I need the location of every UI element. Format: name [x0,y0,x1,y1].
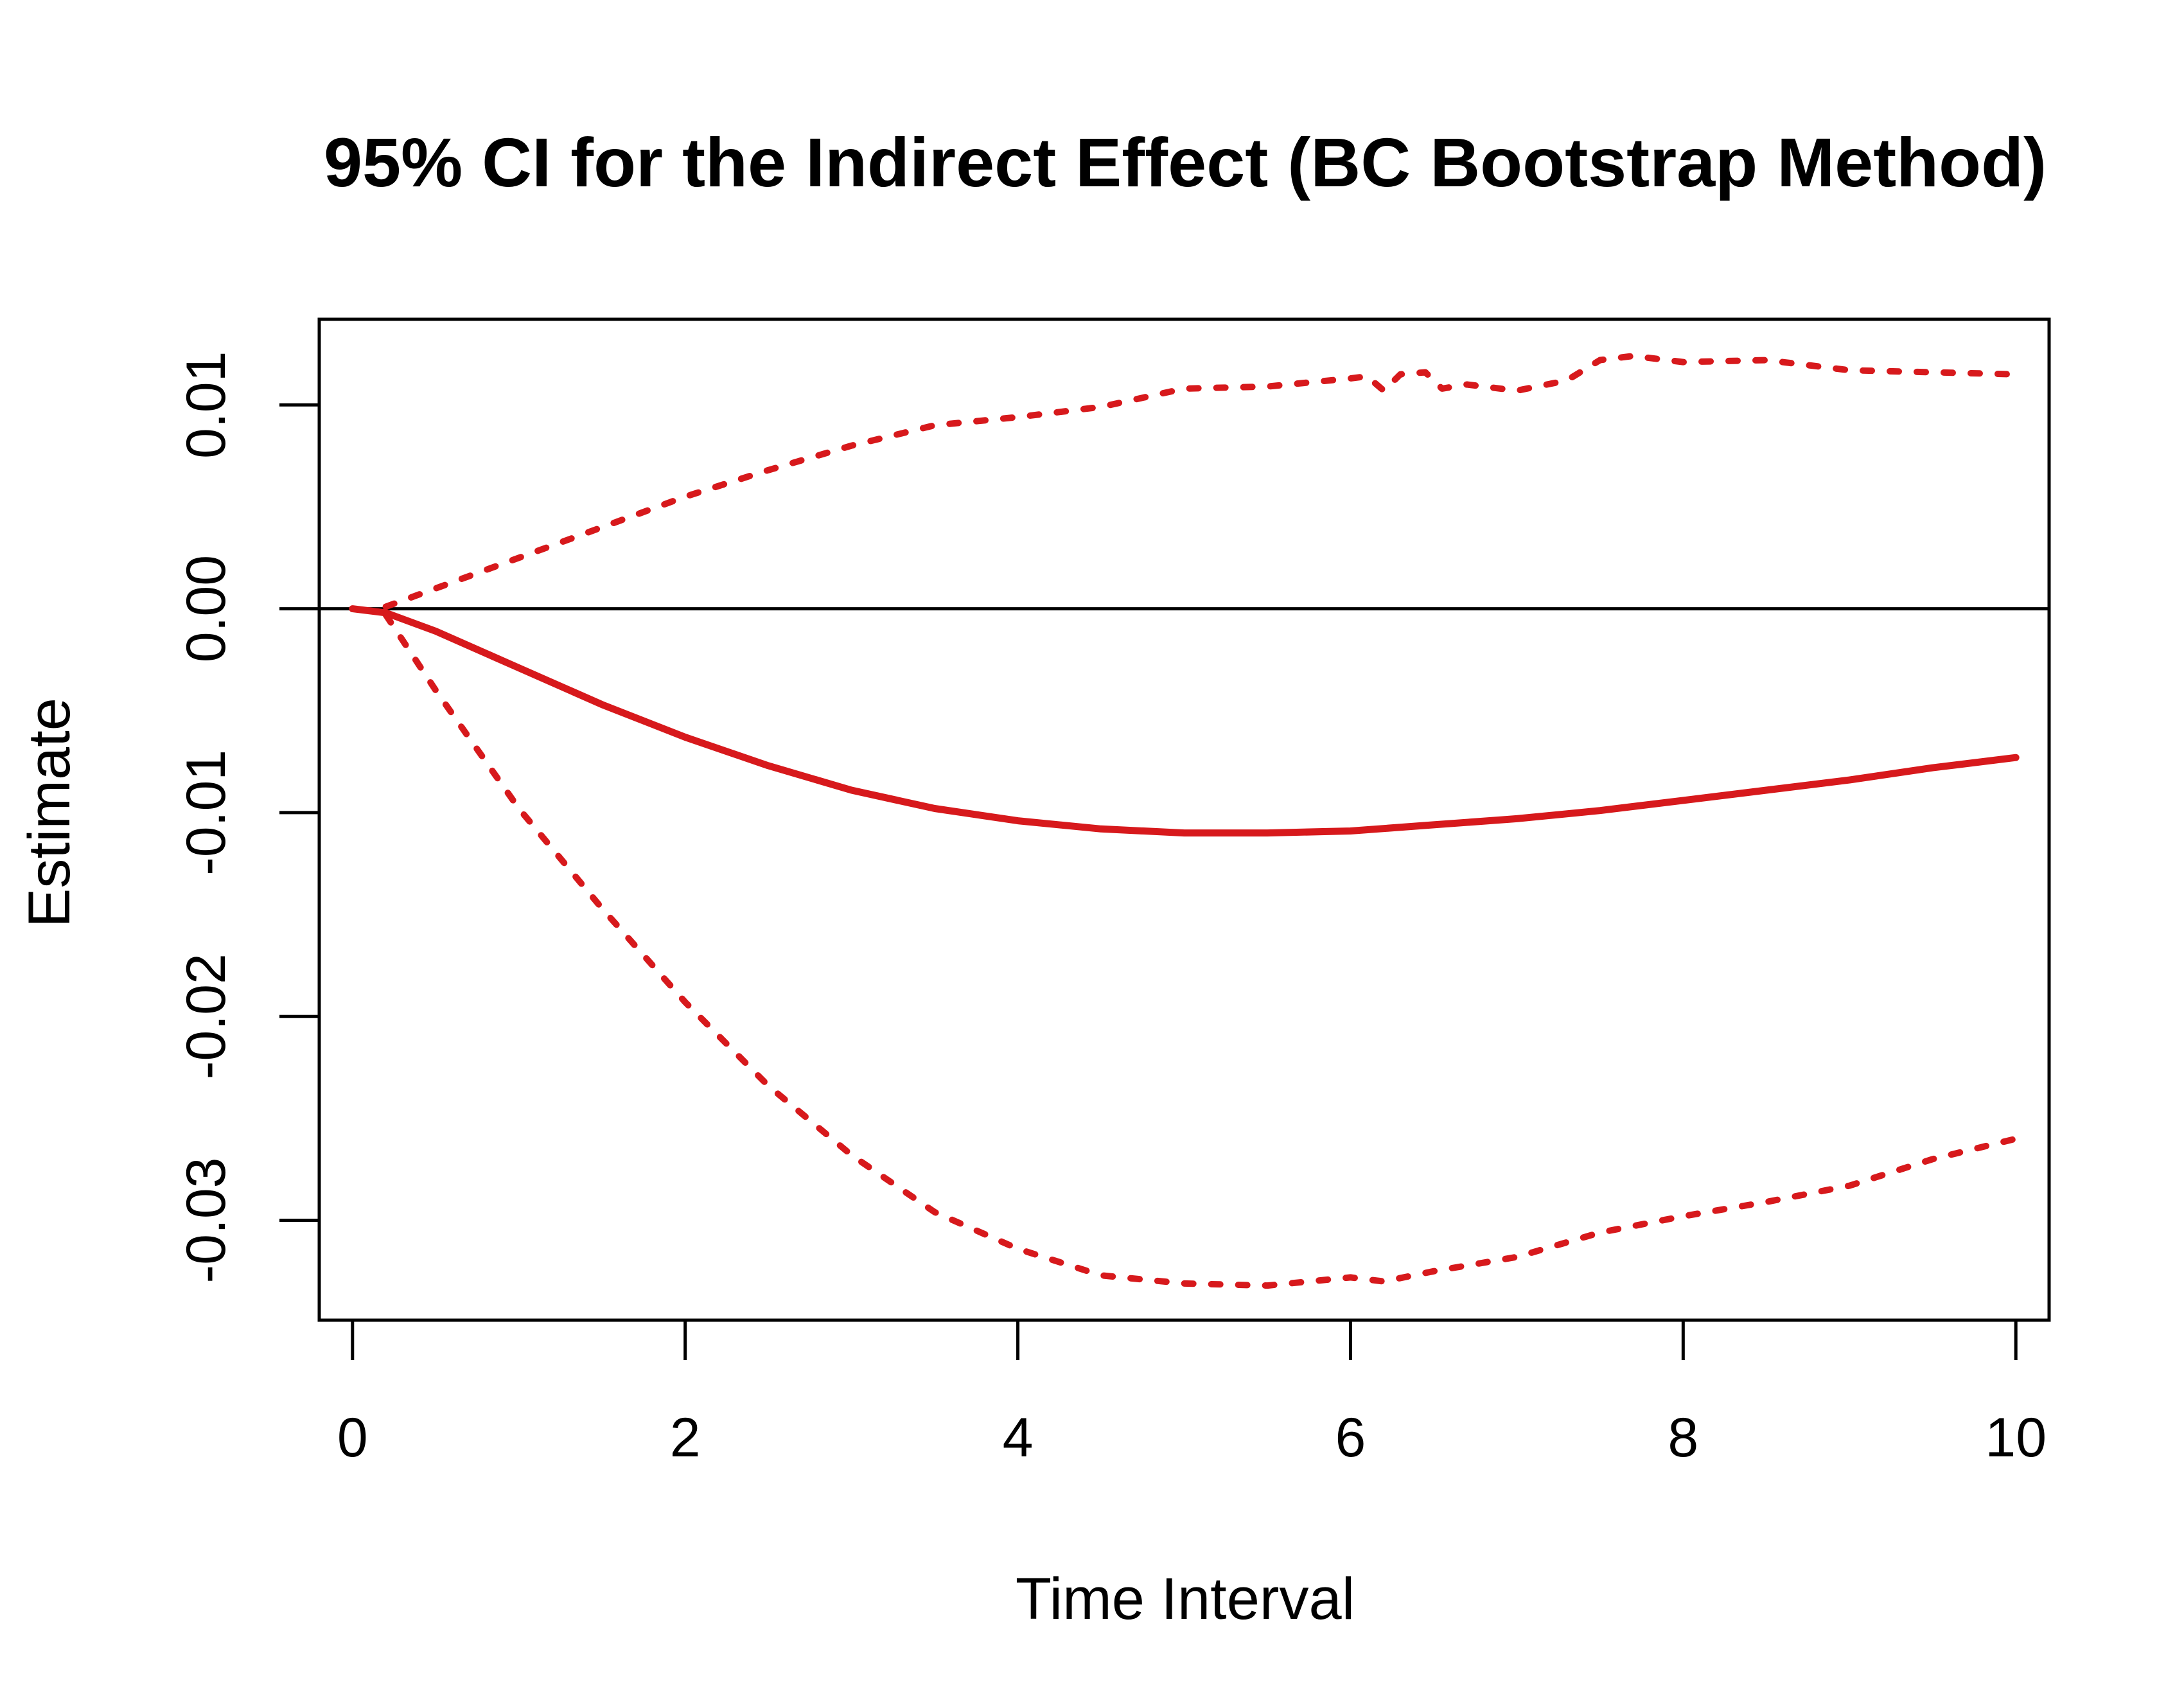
x-tick-label: 0 [337,1407,368,1469]
chart-title: 95% CI for the Indirect Effect (BC Boots… [324,123,2047,201]
x-tick-label: 4 [1003,1407,1034,1469]
x-axis-label: Time Interval [1016,1566,1355,1632]
plot-frame [317,317,2051,1322]
lower-ci-line [382,612,2020,1289]
x-tick-label: 6 [1335,1407,1366,1469]
upper-ci-line [382,353,2020,610]
y-tick-label: -0.03 [175,1157,237,1283]
y-tick-label: -0.01 [175,750,237,876]
point-estimate-line [349,605,2020,837]
y-tick-label: 0.01 [175,351,237,459]
y-tick-label: -0.02 [175,953,237,1079]
x-tick-label: 10 [1985,1407,2047,1469]
y-axis-label: Estimate [17,698,82,928]
x-tick-label: 8 [1668,1407,1698,1469]
y-tick-label: 0.00 [175,555,237,662]
x-tick-label: 2 [670,1407,701,1469]
